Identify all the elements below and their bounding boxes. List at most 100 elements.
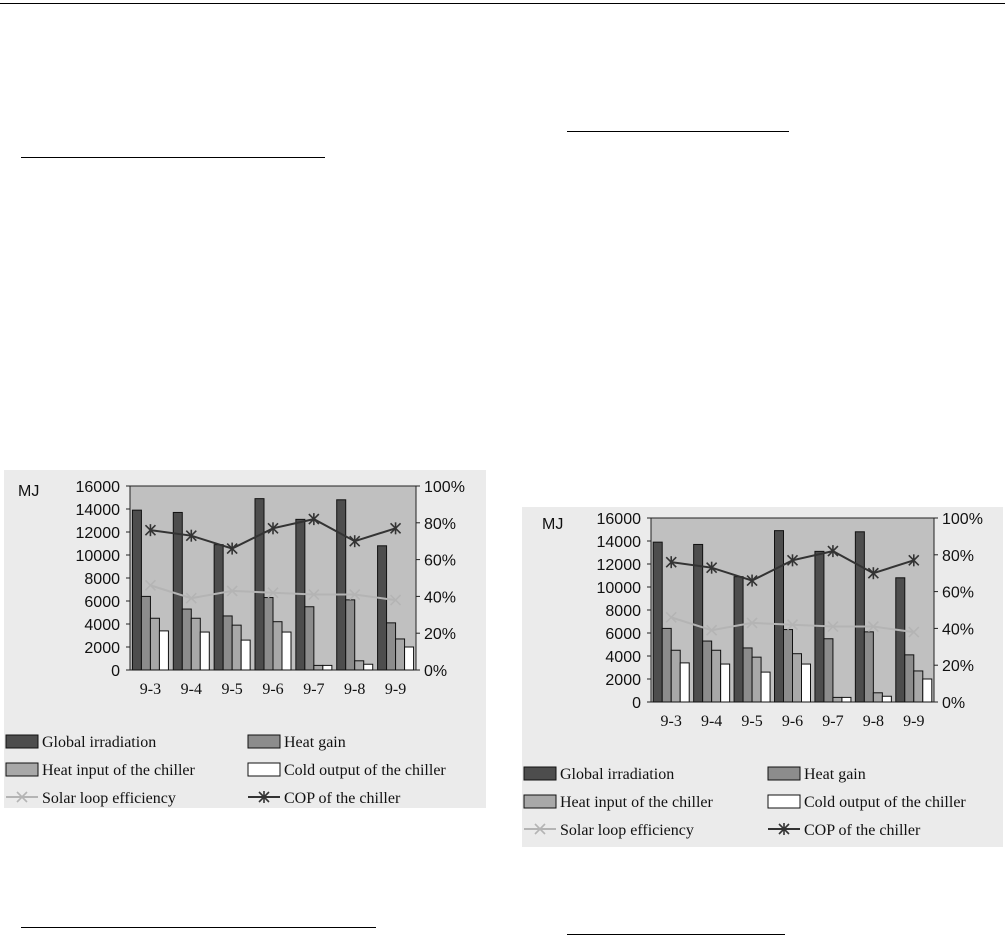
- bar-heat-gain: [304, 606, 315, 671]
- x-category-label: 9-6: [782, 713, 803, 730]
- y-tick-label: 4000: [605, 649, 641, 666]
- y2-tick-label: 60%: [424, 553, 456, 570]
- x-category-label: 9-6: [262, 681, 283, 698]
- chart-right: MJ 0 2000 4000 6000 8000 10000 12000 14000 16000 0…: [522, 507, 1003, 847]
- legend-marker-solar-loop-efficiency: [534, 823, 546, 835]
- bar-heat-gain: [783, 629, 793, 703]
- marker-cop-of-the-chiller: [349, 535, 361, 548]
- y-tick-label: 0: [111, 663, 120, 680]
- bar-heat-gain: [661, 627, 672, 703]
- marker-cop-of-the-chiller: [908, 554, 920, 567]
- bar-global-irradiation: [774, 530, 784, 703]
- legend-label-cold-output-of-the-chiller: Cold output of the chiller: [804, 794, 966, 811]
- bar-global-irradiation: [854, 531, 865, 703]
- legend-label-solar-loop-efficiency: Solar loop efficiency: [42, 790, 176, 807]
- marker-stroke: [534, 823, 546, 835]
- legend-swatch-cold-output-of-the-chiller: [767, 794, 801, 809]
- marker-solar-loop-efficiency: [185, 592, 197, 604]
- marker-stroke: [867, 620, 879, 633]
- bar-global-irradiation: [172, 511, 183, 671]
- y2-tick-label: 40%: [424, 589, 456, 606]
- marker-solar-loop-efficiency: [308, 588, 320, 601]
- bar-heat-input-of-the-chiller: [872, 692, 883, 703]
- y2-tick-label: 20%: [424, 626, 456, 643]
- y-tick-label: 12000: [76, 525, 121, 542]
- marker-stroke: [665, 611, 677, 623]
- legend-label-global-irradiation: Global irradiation: [560, 766, 674, 783]
- bar-heat-gain: [140, 595, 151, 671]
- bar-global-irradiation: [895, 577, 906, 703]
- x-category-label: 9-3: [140, 681, 161, 698]
- bar-cold-output-of-the-chiller: [881, 695, 892, 703]
- legend-swatch-global-irradiation: [523, 766, 557, 781]
- marker-cop-of-the-chiller: [827, 545, 839, 558]
- marker-solar-loop-efficiency: [706, 624, 718, 636]
- legend-label-global-irradiation: Global irradiation: [42, 734, 156, 751]
- bar-global-irradiation: [377, 545, 388, 671]
- y-tick-label: 8000: [84, 571, 120, 588]
- y-tick-label: 0: [632, 695, 641, 712]
- legend-label-heat-gain: Heat gain: [284, 734, 346, 751]
- chart-right-svg: MJ 0 2000 4000 6000 8000 10000 12000 14000 16000 0…: [523, 511, 983, 839]
- y2-tick-label: 40%: [942, 621, 974, 638]
- marker-stroke: [390, 594, 402, 606]
- y2-tick-label: 80%: [942, 548, 974, 565]
- bar-heat-gain: [863, 631, 874, 703]
- marker-cop-of-the-chiller: [267, 522, 279, 535]
- y2-tick-label: 100%: [424, 479, 465, 496]
- bar-cold-output-of-the-chiller: [720, 663, 731, 703]
- marker-cop-of-the-chiller: [665, 556, 677, 569]
- marker-solar-loop-efficiency: [786, 619, 799, 631]
- marker-stroke: [706, 624, 718, 636]
- legend-swatch-heat-input-of-the-chiller: [523, 794, 557, 809]
- legend-swatch-global-irradiation: [5, 734, 39, 749]
- bar-heat-gain: [904, 654, 915, 703]
- y2-tick-label: 0%: [424, 663, 447, 680]
- bar-cold-output-of-the-chiller: [363, 663, 374, 671]
- bar-heat-input-of-the-chiller: [711, 649, 722, 703]
- bar-global-irradiation: [733, 576, 744, 703]
- y-tick-label: 12000: [597, 557, 642, 574]
- bar-global-irradiation: [254, 498, 265, 671]
- marker-solar-loop-efficiency: [867, 620, 879, 633]
- marker-stroke: [349, 588, 361, 601]
- y-tick-label: 16000: [597, 511, 642, 528]
- legend-marker-solar-loop-efficiency: [16, 791, 28, 803]
- bar-heat-gain: [263, 597, 274, 671]
- bar-global-irradiation: [652, 541, 663, 703]
- x-category-label: 9-4: [701, 713, 722, 730]
- bar-heat-input-of-the-chiller: [231, 624, 242, 671]
- marker-solar-loop-efficiency: [390, 594, 402, 606]
- marker-cop-of-the-chiller: [867, 567, 879, 580]
- bar-global-irradiation: [213, 544, 224, 671]
- bar-heat-input-of-the-chiller: [190, 617, 201, 671]
- bar-cold-output-of-the-chiller: [281, 631, 292, 671]
- legend-label-heat-input-of-the-chiller: Heat input of the chiller: [42, 762, 196, 779]
- bar-cold-output-of-the-chiller: [760, 671, 771, 703]
- y-tick-label: 8000: [605, 603, 641, 620]
- rule-left-upper: [21, 157, 325, 158]
- rule-left-lower: [21, 927, 376, 928]
- legend-swatch-heat-gain: [247, 734, 281, 749]
- bar-cold-output-of-the-chiller: [199, 631, 210, 671]
- bar-heat-input-of-the-chiller: [272, 621, 283, 671]
- bar-cold-output-of-the-chiller: [841, 696, 852, 703]
- bar-heat-gain: [222, 615, 233, 671]
- marker-solar-loop-efficiency: [746, 617, 758, 629]
- legend-swatch-cold-output-of-the-chiller: [247, 762, 281, 777]
- x-category-label: 9-3: [661, 713, 682, 730]
- top-rule: [0, 3, 1005, 4]
- marker-cop-of-the-chiller: [144, 524, 156, 537]
- legend-label-solar-loop-efficiency: Solar loop efficiency: [560, 822, 694, 839]
- marker-stroke: [226, 585, 238, 597]
- bar-heat-gain: [742, 647, 753, 703]
- y-tick-label: 14000: [597, 534, 642, 551]
- legend-marker-cop-of-the-chiller: [258, 791, 270, 803]
- marker-cop-of-the-chiller: [746, 574, 758, 587]
- x-category-label: 9-9: [385, 681, 406, 698]
- bar-heat-gain: [702, 640, 713, 703]
- x-category-label: 9-9: [903, 713, 924, 730]
- marker-solar-loop-efficiency: [267, 587, 279, 599]
- chart-left: MJ 0 2000 4000 6000 8000 10000 12000 14000 16000 0…: [4, 470, 486, 808]
- x-category-label: 9-5: [221, 681, 242, 698]
